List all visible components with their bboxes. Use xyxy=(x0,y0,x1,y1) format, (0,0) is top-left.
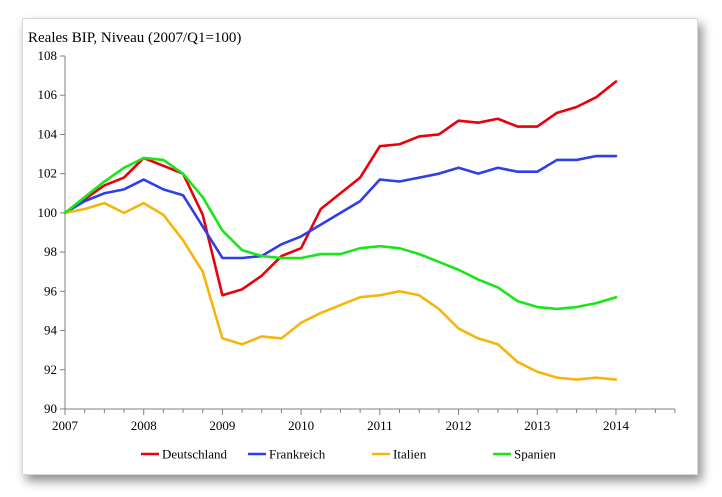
y-tick-label: 100 xyxy=(38,205,58,220)
series-line-deutschland xyxy=(63,80,618,297)
legend-label-deutschland: Deutschland xyxy=(162,447,227,462)
y-tick-label: 90 xyxy=(44,401,57,416)
legend-label-italien: Italien xyxy=(393,447,427,462)
x-tick-label: 2012 xyxy=(446,418,472,433)
x-tick-label: 2011 xyxy=(367,418,393,433)
y-tick-label: 94 xyxy=(44,323,58,338)
x-tick-label: 2014 xyxy=(603,418,630,433)
y-tick-label: 96 xyxy=(44,283,58,298)
y-tick-label: 102 xyxy=(38,166,58,181)
legend: Deutschland Frankreich Italien Spanien xyxy=(141,447,556,462)
legend-label-spanien: Spanien xyxy=(514,447,556,462)
y-tick-label: 98 xyxy=(44,244,57,259)
x-tick-label: 2007 xyxy=(52,418,79,433)
series-line-frankreich xyxy=(63,154,618,260)
chart-frame: Reales BIP, Niveau (2007/Q1=100) 90 92 94 9… xyxy=(22,18,698,475)
series-line-spanien xyxy=(63,156,618,311)
x-tick-label: 2010 xyxy=(288,418,314,433)
x-tick-label: 2013 xyxy=(524,418,550,433)
legend-label-frankreich: Frankreich xyxy=(269,447,326,462)
y-tick-label: 104 xyxy=(38,126,58,141)
x-tick-label: 2009 xyxy=(209,418,235,433)
line-chart: Reales BIP, Niveau (2007/Q1=100) 9092949… xyxy=(28,30,676,462)
y-tick-label: 108 xyxy=(38,48,58,63)
x-tick-label: 2008 xyxy=(131,418,157,433)
chart-title: Reales BIP, Niveau (2007/Q1=100) xyxy=(28,30,241,46)
axes: 90 92 94 96 98 100 102 104 106 108 2007 2008 2009 201… xyxy=(38,48,676,433)
series-line-italien xyxy=(63,201,618,381)
series-lines xyxy=(63,80,618,381)
y-tick-label: 106 xyxy=(38,87,58,102)
y-tick-label: 92 xyxy=(44,362,57,377)
